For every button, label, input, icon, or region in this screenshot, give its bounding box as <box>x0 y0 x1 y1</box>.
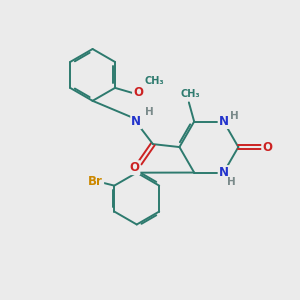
Text: H: H <box>230 111 239 121</box>
Text: H: H <box>226 177 235 187</box>
Text: H: H <box>145 107 154 117</box>
Text: O: O <box>129 161 140 174</box>
Text: O: O <box>133 86 143 99</box>
Text: CH₃: CH₃ <box>145 76 164 86</box>
Text: O: O <box>262 141 272 154</box>
Text: CH₃: CH₃ <box>181 89 200 99</box>
Text: N: N <box>219 115 229 128</box>
Text: N: N <box>131 115 141 128</box>
Text: N: N <box>219 166 229 179</box>
Text: Br: Br <box>88 175 103 188</box>
